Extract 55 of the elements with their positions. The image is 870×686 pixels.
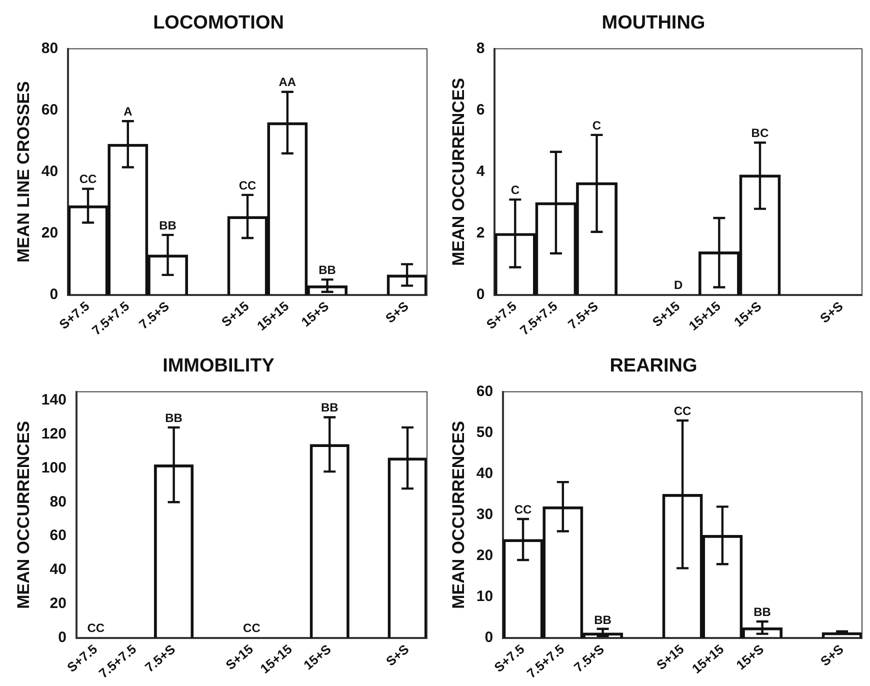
y-tick-label: 30 [476, 506, 494, 524]
y-tick-label: 0 [50, 286, 58, 304]
y-tick-label: 80 [41, 40, 58, 57]
annotation: AA [278, 75, 296, 90]
y-tick-label: 10 [476, 588, 494, 606]
y-tick-label: 0 [58, 629, 66, 646]
y-axis-title: MEAN LINE CROSSES [14, 81, 33, 263]
y-tick-label: 20 [41, 224, 58, 242]
chart-title: REARING [610, 356, 698, 377]
y-tick-label: 140 [41, 391, 66, 408]
annotation: D [674, 278, 684, 292]
annotation: CC [238, 178, 257, 192]
annotation: BB [318, 262, 336, 277]
chart-title: IMMOBILITY [162, 356, 275, 377]
x-tick-label: S+S [383, 641, 412, 669]
chart-title: LOCOMOTION [153, 12, 284, 34]
x-tick-label: S+S [817, 298, 846, 326]
annotation: C [592, 118, 602, 132]
y-tick-label: 60 [50, 527, 66, 544]
y-tick-label: 60 [41, 101, 58, 118]
y-tick-label: 20 [50, 595, 66, 612]
annotation: BC [751, 126, 769, 140]
annotation: BB [594, 613, 612, 628]
y-tick-label: 80 [50, 493, 66, 510]
y-tick-label: 2 [476, 224, 485, 242]
annotation: BB [159, 218, 177, 232]
annotation: BB [165, 410, 183, 425]
y-tick-label: 0 [484, 629, 494, 646]
y-tick-label: 40 [476, 464, 494, 482]
annotation: C [510, 182, 520, 197]
annotation: CC [87, 621, 105, 636]
y-axis-title: MEAN OCCURRENCES [448, 420, 468, 609]
y-axis-title: MEAN OCCURRENCES [448, 78, 468, 266]
annotation: BB [754, 604, 772, 619]
y-tick-label: 60 [476, 382, 494, 400]
y-tick-label: 40 [41, 163, 58, 180]
annotation: CC [674, 404, 692, 418]
annotation: CC [514, 502, 532, 516]
y-tick-label: 6 [476, 101, 485, 118]
annotation: CC [79, 172, 98, 186]
y-axis-title: MEAN OCCURRENCES [14, 420, 33, 609]
x-tick-label: S+S [818, 641, 847, 669]
annotation: A [124, 104, 133, 118]
y-tick-label: 40 [50, 561, 66, 578]
y-tick-label: 20 [476, 547, 494, 564]
chart-title: MOUTHING [602, 12, 706, 34]
y-tick-label: 0 [476, 286, 485, 304]
annotation: CC [243, 621, 261, 636]
y-tick-label: 100 [41, 459, 66, 476]
y-tick-label: 120 [41, 425, 66, 442]
annotation: BB [320, 400, 339, 415]
y-tick-label: 4 [476, 163, 486, 180]
x-tick-label: S+S [382, 298, 412, 326]
y-tick-label: 50 [476, 424, 494, 441]
y-tick-label: 8 [476, 40, 485, 57]
